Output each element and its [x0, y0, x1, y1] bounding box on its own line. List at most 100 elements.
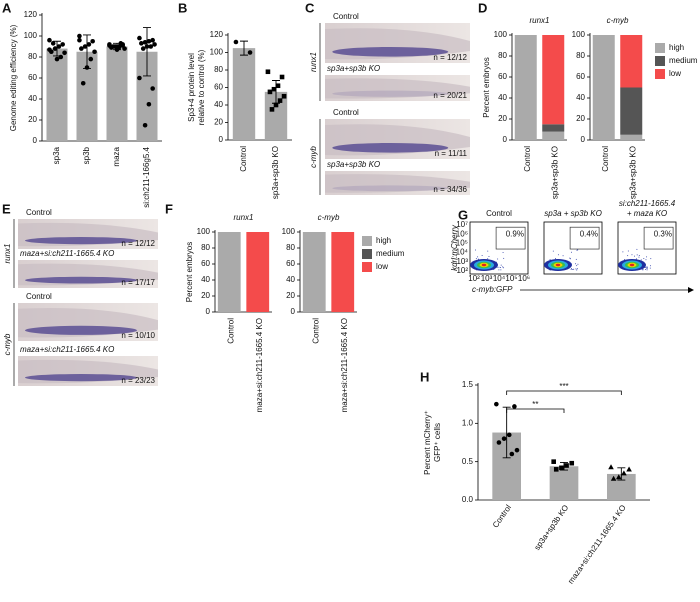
y-tick-label: 20 — [201, 291, 210, 300]
stain — [25, 325, 137, 335]
event-dot — [488, 255, 490, 257]
x-tick-label: Control — [311, 318, 320, 344]
y-tick-label: 0 — [219, 135, 224, 144]
data-point — [610, 475, 617, 481]
embryo-count: n = 12/12 — [433, 53, 467, 62]
event-dot — [646, 269, 648, 271]
data-point — [506, 432, 512, 438]
y-tick-label: 40 — [28, 94, 37, 103]
event-dot — [645, 266, 647, 268]
x-arrowhead — [688, 287, 694, 293]
error-bar — [272, 80, 280, 104]
data-point — [142, 40, 148, 45]
y-tick-label: 20 — [28, 115, 37, 124]
bar-segment — [620, 35, 643, 88]
panel-letter: A — [2, 0, 12, 15]
y-tick-label: 60 — [28, 73, 37, 82]
event-dot — [478, 258, 480, 260]
data-point — [273, 102, 279, 108]
event-dot — [500, 264, 502, 266]
y-tick-label: 0 — [503, 135, 508, 144]
x-tick-label: sp3a — [52, 146, 61, 164]
bar-segment — [620, 87, 643, 135]
bar-segment — [331, 232, 355, 312]
significance-label: ** — [532, 400, 538, 409]
plot-title: Control — [486, 209, 512, 218]
gate-label: 0.4% — [580, 229, 598, 238]
embryo-count: n = 12/12 — [121, 239, 155, 248]
legend-label: low — [669, 69, 681, 78]
data-point — [92, 49, 97, 55]
image-title: sp3a+sp3b KO — [327, 64, 380, 73]
data-point — [77, 37, 82, 43]
event-dot — [646, 256, 648, 258]
embryo-count: n = 10/10 — [121, 331, 155, 340]
y-tick-label: 0 — [581, 135, 586, 144]
data-point — [279, 74, 285, 80]
data-point — [514, 447, 520, 453]
y-tick-label: 100 — [210, 48, 224, 57]
data-point — [509, 451, 515, 457]
y-axis-label: Sp3+4 protein level — [187, 53, 196, 122]
event-dot — [631, 254, 633, 256]
data-point — [267, 89, 273, 95]
row-label: c-myb — [3, 333, 12, 355]
plot-title: si:ch211-1665.4 — [619, 199, 676, 208]
significance-bracket — [506, 390, 622, 395]
legend-label: medium — [376, 249, 405, 258]
data-point — [140, 46, 146, 51]
data-point — [79, 46, 84, 51]
legend-label: medium — [669, 56, 698, 65]
data-point — [50, 41, 56, 46]
data-point — [137, 75, 142, 81]
event-dot — [502, 266, 504, 268]
data-point — [139, 41, 144, 46]
legend-swatch — [362, 262, 372, 272]
data-point — [247, 50, 253, 55]
error-bar — [83, 34, 91, 69]
y-tick-label: 100 — [197, 227, 211, 236]
data-point — [277, 98, 283, 103]
significance-bracket — [506, 408, 565, 413]
event-dot — [569, 257, 571, 259]
stain — [25, 374, 137, 382]
event-dot — [649, 267, 651, 269]
panel-letter: F — [165, 201, 173, 216]
data-point — [116, 45, 122, 50]
y-tick-label: 20 — [214, 118, 223, 127]
x-tick-label: Control — [491, 503, 513, 529]
event-dot — [557, 254, 559, 256]
event-dot — [638, 256, 640, 258]
x-tick-label: Control — [239, 146, 248, 172]
legend-swatch — [655, 69, 665, 79]
y-axis-label: GFP⁺ cells — [433, 423, 442, 462]
error-bar — [113, 42, 121, 51]
data-point — [107, 43, 112, 48]
bar — [232, 48, 256, 140]
x-tick-label: maza+si:ch211-1665.4 KO — [340, 318, 349, 412]
data-point — [47, 37, 52, 43]
panel-letter: B — [178, 0, 187, 15]
x-tick-label: 10⁵ — [505, 274, 517, 283]
data-point — [110, 44, 116, 49]
x-tick-label: 10⁶ — [518, 274, 530, 283]
bar-segment — [217, 232, 241, 312]
bar-segment — [302, 232, 326, 312]
data-point — [146, 101, 152, 107]
y-tick-label: 1.0 — [462, 418, 474, 427]
y-tick-label: 60 — [214, 83, 223, 92]
density-contour — [629, 263, 635, 267]
embryo-count: n = 17/17 — [121, 278, 155, 287]
y-tick-label: 20 — [576, 114, 585, 123]
bar-segment — [542, 131, 565, 140]
image-title: Control — [26, 292, 52, 301]
event-dot — [633, 255, 635, 257]
data-point — [56, 44, 62, 49]
y-axis-label: Genome editing efficiency (%) — [9, 24, 18, 131]
event-dot — [636, 258, 638, 260]
data-point — [275, 83, 281, 89]
event-dot — [575, 268, 577, 270]
data-point — [60, 42, 65, 47]
event-dot — [646, 267, 648, 269]
panel-letter: H — [420, 369, 429, 384]
